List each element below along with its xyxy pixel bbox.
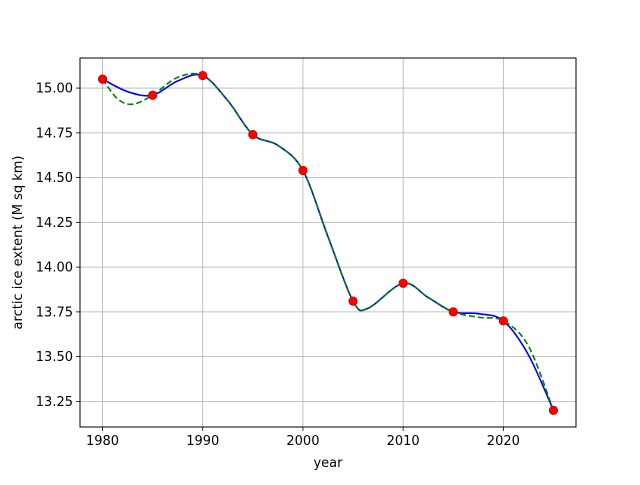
y-axis-ticks: 13.25 13.50 13.75 14.00 14.25 14.50 14.75 15.00 <box>36 82 80 410</box>
y-tick-label: 13.75 <box>36 305 73 320</box>
solid-series-line <box>102 73 555 411</box>
data-point <box>148 90 158 100</box>
y-axis-label: arctic ice extent (M sq km) <box>11 156 26 330</box>
x-tick-label: 2020 <box>487 434 520 449</box>
data-point <box>498 316 508 326</box>
y-tick-label: 13.25 <box>36 395 73 410</box>
y-tick-label: 14.75 <box>36 126 73 141</box>
y-tick-label: 15.00 <box>36 82 73 97</box>
y-tick-label: 14.00 <box>36 261 73 276</box>
x-axis-label: year <box>313 456 343 471</box>
plot-frame <box>79 57 577 428</box>
x-axis-ticks: 1980 1990 2000 2010 2020 <box>86 427 520 449</box>
x-tick-label: 2010 <box>387 434 420 449</box>
data-point <box>198 70 208 81</box>
x-tick-label: 2000 <box>286 434 319 449</box>
data-point <box>248 130 258 140</box>
data-point <box>448 307 458 317</box>
data-point <box>348 296 358 306</box>
y-tick-label: 13.50 <box>36 350 73 365</box>
data-point <box>298 165 308 176</box>
y-tick-label: 14.50 <box>36 171 73 186</box>
data-points <box>97 70 559 415</box>
data-point <box>398 278 408 288</box>
data-point <box>548 405 559 415</box>
x-tick-label: 1990 <box>186 434 219 449</box>
grid <box>80 58 576 427</box>
x-tick-label: 1980 <box>86 434 119 449</box>
y-tick-label: 14.25 <box>36 216 73 231</box>
data-point <box>97 74 108 84</box>
